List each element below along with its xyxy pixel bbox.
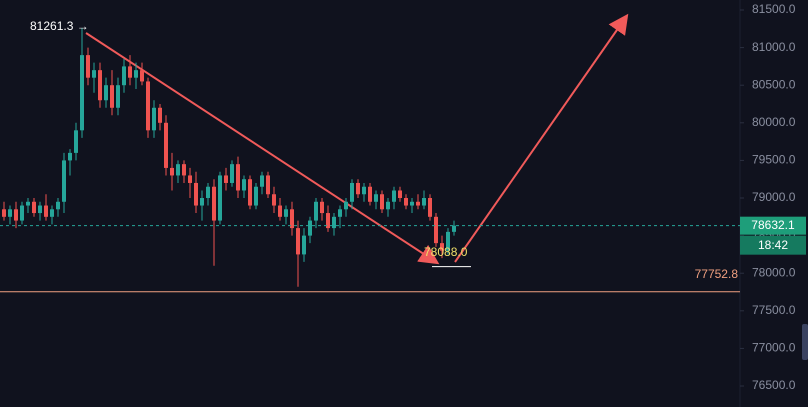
candle-body [182,164,186,176]
candle-body [284,209,288,217]
candle-body [380,194,384,210]
y-tick-label: 79500.0 [752,153,796,167]
candle-body [230,164,234,183]
candle-body [290,209,294,229]
candle-body [14,209,18,221]
candle-body [92,70,96,78]
side-tab[interactable] [802,324,808,360]
candle-body [152,107,156,131]
candle-body [392,190,396,202]
candle-body [62,160,66,202]
candle-body [386,201,390,210]
trend-arrow [85,32,440,265]
candle-body [248,179,252,206]
candle-body [302,235,306,255]
candle-body [278,205,282,217]
candle-body [260,175,264,187]
candle-body [32,201,36,214]
candle-body [38,205,42,214]
candle-body [50,209,54,217]
y-tick-label: 79000.0 [752,190,796,204]
candle-body [440,243,444,251]
candle-body [266,175,270,195]
candle-body [404,198,408,206]
candle-body [398,190,402,199]
candle-body [98,70,102,101]
candle-body [200,198,204,206]
candle-body [176,164,180,176]
candle-body [188,175,192,183]
countdown-label: 18:42 [758,238,788,252]
candle-body [296,228,300,255]
candle-body [140,70,144,82]
candle-body [26,201,30,206]
y-tick-label: 77000.0 [752,341,796,355]
y-tick-label: 76500.0 [752,378,796,392]
candle-body [164,122,168,168]
candle-body [86,55,90,78]
candle-body [236,164,240,191]
candle-body [338,209,342,217]
high-label: 81261.3 → [30,19,89,33]
candle-body [68,152,72,161]
low-label: 78088.0 [424,245,468,259]
candle-body [332,216,336,229]
candle-body [368,186,372,202]
candle-body [134,70,138,78]
candle-body [242,179,246,191]
candle-body [308,220,312,236]
candle-body [224,175,228,183]
projection-arrow [454,13,629,263]
candle-body [374,194,378,202]
candle-body [428,198,432,217]
candle-body [56,201,60,210]
candle-body [128,66,132,78]
candle-body [344,201,348,210]
candle-body [410,201,414,206]
candle-body [422,198,426,206]
price-line-label: 77752.8 [695,267,739,281]
countdown-box [740,235,806,255]
candle-body [194,182,198,206]
candle-body [416,201,420,206]
candle-body [80,55,84,131]
candle-body [74,130,78,153]
candle-body [2,209,6,217]
y-tick-label: 80000.0 [752,115,796,129]
candle-body [446,231,450,251]
candle-body [314,201,318,221]
last-price-box [740,216,806,235]
candle-body [356,182,360,195]
candle-body [212,186,216,221]
candle-body [170,167,174,176]
candle-body [44,205,48,217]
candle-body [218,175,222,221]
candle-body [116,85,120,108]
candle-body [326,213,330,229]
candle-body [452,225,456,232]
candle-body [350,182,354,202]
candle-body [320,201,324,214]
candle-body [110,85,114,108]
candle-body [254,186,258,206]
y-tick-label: 77500.0 [752,303,796,317]
y-tick-label: 81000.0 [752,40,796,54]
candle-body [158,107,162,123]
y-tick-label: 78000.0 [752,265,796,279]
y-tick-label: 80500.0 [752,77,796,91]
candle-body [434,216,438,244]
candle-body [272,194,276,206]
candle-body [122,66,126,86]
y-tick-label: 81500.0 [752,2,796,16]
candle-body [104,85,108,101]
candle-body [20,205,24,221]
last-price-label: 78632.1 [751,218,795,232]
candle-body [146,81,150,131]
candle-body [362,186,366,195]
candle-body [8,209,12,217]
candle-body [206,186,210,199]
